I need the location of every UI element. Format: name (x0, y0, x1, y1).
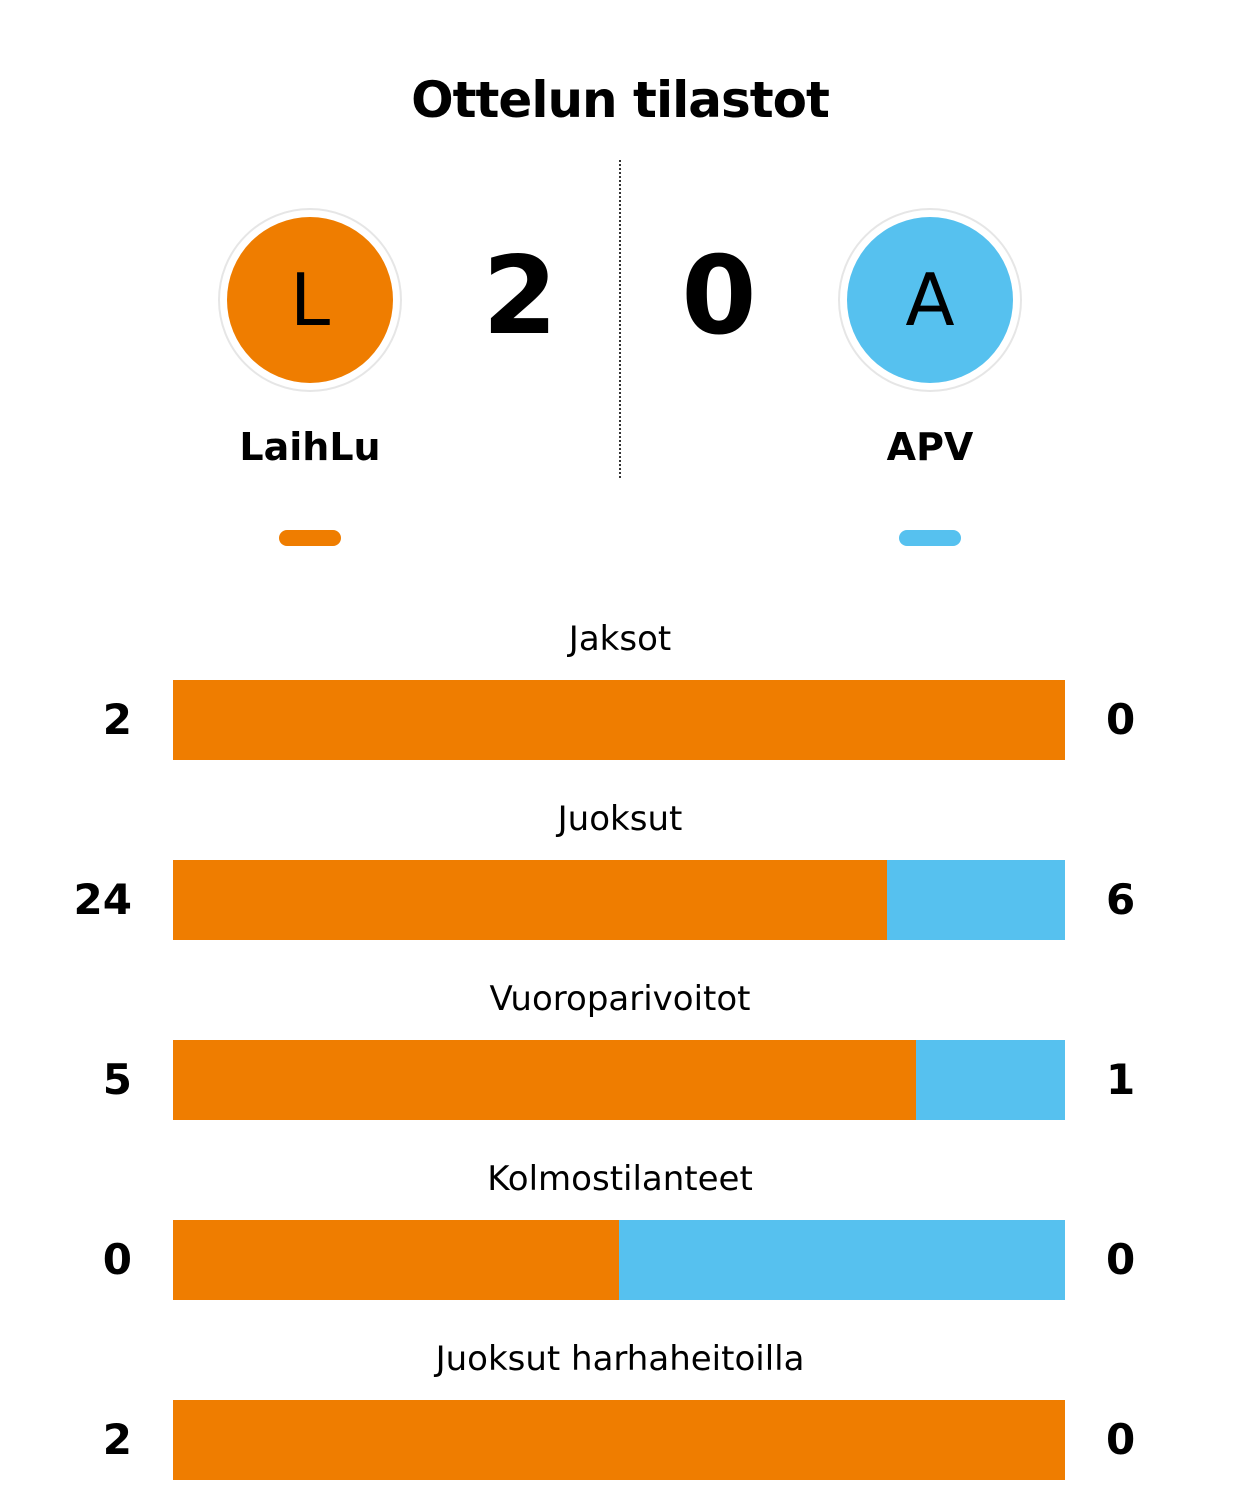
away-team-logo: A (838, 208, 1022, 392)
stat-label: Jaksot (568, 619, 672, 659)
stat-bar (173, 680, 1065, 760)
home-color-indicator (279, 530, 341, 546)
stat-label: Juoksut (557, 799, 683, 839)
stat-bar (173, 860, 1065, 940)
away-score: 0 (681, 234, 757, 359)
home-score: 2 (482, 234, 558, 359)
stat-home-value: 5 (102, 1055, 132, 1104)
stat-bar-home-segment (173, 1040, 917, 1120)
stat-bar-away-segment (916, 1040, 1065, 1120)
stat-bar (173, 1040, 1065, 1120)
stat-away-value: 6 (1106, 875, 1136, 924)
stat-away-value: 0 (1106, 695, 1136, 744)
stat-bar (173, 1220, 1065, 1300)
home-team-logo: L (218, 208, 402, 392)
stat-home-value: 2 (102, 1415, 132, 1464)
page-title: Ottelun tilastot (411, 71, 830, 129)
stat-home-value: 0 (102, 1235, 132, 1284)
center-divider (619, 160, 621, 478)
away-team-name: APV (886, 425, 974, 469)
home-team-name: LaihLu (239, 425, 381, 469)
stat-bar (173, 1400, 1065, 1480)
stat-away-value: 0 (1106, 1235, 1136, 1284)
away-team-logo-letter: A (847, 217, 1013, 383)
stat-home-value: 2 (102, 695, 132, 744)
stat-label: Kolmostilanteet (487, 1159, 753, 1199)
stat-bar-away-segment (619, 1220, 1065, 1300)
stat-label: Juoksut harhaheitoilla (435, 1339, 805, 1379)
stat-away-value: 0 (1106, 1415, 1136, 1464)
stat-bar-home-segment (173, 1400, 1065, 1480)
home-team-logo-letter: L (227, 217, 393, 383)
stat-label: Vuoroparivoitot (489, 979, 751, 1019)
stat-bar-home-segment (173, 860, 887, 940)
stat-bar-home-segment (173, 680, 1065, 760)
stat-bar-away-segment (886, 860, 1065, 940)
stat-bar-home-segment (173, 1220, 619, 1300)
stat-home-value: 24 (73, 875, 132, 924)
stat-away-value: 1 (1106, 1055, 1136, 1104)
away-color-indicator (899, 530, 961, 546)
